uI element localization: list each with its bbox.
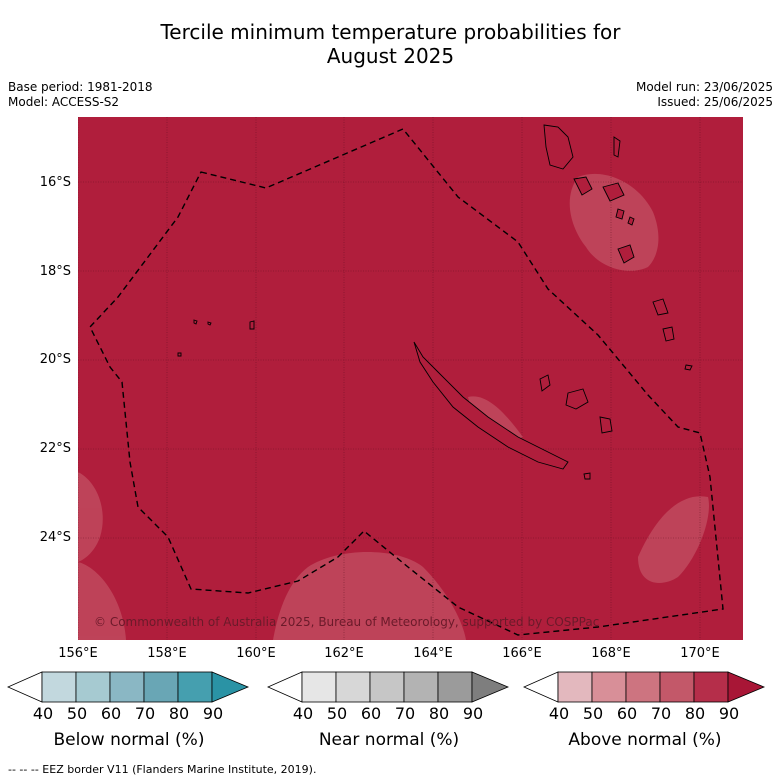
colorbar-cell: [177, 671, 213, 703]
island-aneityum: [662, 326, 675, 342]
colorbar-below-normal: [7, 671, 250, 703]
lon-label-170e: 170°E: [680, 646, 720, 661]
tick-label: 40: [32, 704, 54, 723]
base-period-text: Base period: 1981-2018: [8, 80, 153, 94]
tick-label: 90: [202, 704, 224, 723]
colorbar-near-normal: [267, 671, 510, 703]
tick-label: 70: [134, 704, 156, 723]
patch-southwest-2: [78, 562, 126, 640]
island-chesterfield-3: [207, 321, 212, 326]
lon-label-166e: 166°E: [502, 646, 542, 661]
island-loyalty-3: [599, 416, 613, 434]
colorbar-cell: [557, 671, 593, 703]
colorbar-cell: [369, 671, 405, 703]
eez-border: [89, 128, 724, 636]
tick-label: 40: [292, 704, 314, 723]
lon-label-160e: 160°E: [236, 646, 276, 661]
lon-label-164e: 164°E: [413, 646, 453, 661]
colorbar-cell: [659, 671, 695, 703]
colorbar-cell: [403, 671, 439, 703]
patch-southwest: [78, 472, 103, 562]
island-erromango: [652, 298, 669, 316]
island-matthew: [684, 364, 693, 371]
island-malekula: [573, 176, 593, 196]
tick-label: 80: [684, 704, 706, 723]
lon-label-162e: 162°E: [324, 646, 364, 661]
tick-label: 70: [394, 704, 416, 723]
island-maewo: [613, 136, 621, 158]
tick-label: 60: [100, 704, 122, 723]
island-espiritu-santo: [543, 124, 574, 170]
meta-left: Base period: 1981-2018 Model: ACCESS-S2: [8, 80, 153, 110]
tick-label: 70: [650, 704, 672, 723]
tick-label: 40: [548, 704, 570, 723]
colorbar-above-normal: [523, 671, 766, 703]
colorbar-above-title: Above normal (%): [568, 730, 722, 750]
lat-label-24s: 24°S: [39, 530, 71, 545]
island-loyalty-2: [565, 388, 589, 410]
meta-right: Model run: 23/06/2025 Issued: 25/06/2025: [636, 80, 773, 110]
colorbar-cell: [75, 671, 111, 703]
colorbar-cell: [109, 671, 145, 703]
island-chesterfield-2: [193, 319, 198, 325]
tick-label: 50: [582, 704, 604, 723]
island-chesterfield-1: [249, 320, 255, 330]
island-new-caledonia: [413, 341, 569, 470]
tick-label: 90: [462, 704, 484, 723]
patch-southeast: [638, 496, 709, 583]
colorbar-extend-low: [523, 671, 559, 703]
lat-label-16s: 16°S: [39, 175, 71, 190]
colorbar-cell: [335, 671, 371, 703]
colorbar-extend-high: [471, 671, 510, 703]
islands: [177, 124, 693, 480]
graticule: [78, 117, 743, 640]
lon-label-158e: 158°E: [147, 646, 187, 661]
model-text: Model: ACCESS-S2: [8, 95, 120, 109]
probability-map: © Commonwealth of Australia 2025, Bureau…: [78, 117, 743, 640]
copyright-notice: © Commonwealth of Australia 2025, Bureau…: [94, 615, 599, 629]
tick-label: 60: [616, 704, 638, 723]
colorbar-cell: [693, 671, 729, 703]
colorbar-extend-low: [7, 671, 43, 703]
colorbar-cell: [625, 671, 661, 703]
lat-label-18s: 18°S: [39, 264, 71, 279]
patch-new-caledonia: [468, 396, 523, 441]
colorbar-extend-high: [211, 671, 250, 703]
tick-label: 50: [66, 704, 88, 723]
island-small-1: [615, 208, 625, 220]
tick-label: 80: [168, 704, 190, 723]
issued-text: Issued: 25/06/2025: [657, 95, 773, 109]
lat-label-22s: 22°S: [39, 441, 71, 456]
island-small-3: [177, 352, 182, 357]
lat-label-20s: 20°S: [39, 352, 71, 367]
colorbar-cell: [591, 671, 627, 703]
tick-label: 60: [360, 704, 382, 723]
colorbar-cell: [437, 671, 473, 703]
lighter-probability-areas: [78, 173, 709, 640]
island-hunter: [583, 472, 591, 480]
lon-label-156e: 156°E: [58, 646, 98, 661]
island-efate: [602, 182, 625, 202]
colorbar-extend-high: [727, 671, 766, 703]
colorbar-near-title: Near normal (%): [318, 730, 460, 750]
island-small-2: [627, 216, 635, 226]
tick-label: 90: [718, 704, 740, 723]
island-loyalty-1: [539, 374, 551, 392]
colorbar-below-title: Below normal (%): [53, 730, 205, 750]
island-tanna: [617, 244, 635, 264]
lon-label-168e: 168°E: [591, 646, 631, 661]
patch-northeast: [569, 173, 659, 271]
patch-south: [273, 552, 466, 640]
title-line-1: Tercile minimum temperature probabilitie…: [160, 20, 621, 44]
colorbar-cell: [143, 671, 179, 703]
colorbar-cell: [41, 671, 77, 703]
tick-label: 50: [326, 704, 348, 723]
colorbar-extend-low: [267, 671, 303, 703]
model-run-text: Model run: 23/06/2025: [635, 80, 773, 94]
colorbar-cell: [301, 671, 337, 703]
map-title: Tercile minimum temperature probabilitie…: [0, 20, 781, 68]
eez-legend-footer: -- -- -- EEZ border V11 (Flanders Marine…: [8, 763, 317, 776]
tick-label: 80: [428, 704, 450, 723]
title-line-2: August 2025: [326, 44, 455, 68]
